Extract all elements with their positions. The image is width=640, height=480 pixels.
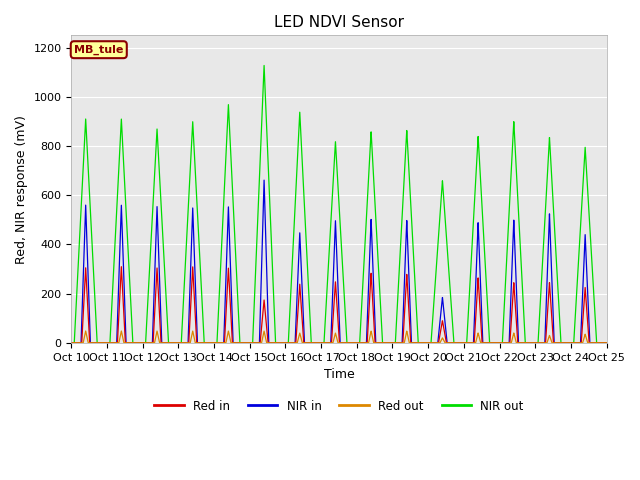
Legend: Red in, NIR in, Red out, NIR out: Red in, NIR in, Red out, NIR out <box>149 395 529 417</box>
NIR out <box>260 62 268 68</box>
NIR out <box>68 340 76 346</box>
Red out <box>182 340 190 346</box>
NIR in <box>413 340 420 346</box>
Line: NIR in: NIR in <box>72 180 607 343</box>
NIR out <box>489 340 497 346</box>
Red in <box>413 340 420 346</box>
NIR out <box>177 340 184 346</box>
NIR out <box>182 251 189 257</box>
Red in <box>118 264 125 270</box>
NIR in <box>182 340 189 346</box>
Red in <box>489 340 497 346</box>
Line: Red out: Red out <box>72 331 607 343</box>
Red in <box>182 340 190 346</box>
NIR in <box>260 177 268 183</box>
Red in <box>177 340 184 346</box>
Red in <box>68 340 76 346</box>
X-axis label: Time: Time <box>324 368 355 381</box>
Y-axis label: Red, NIR response (mV): Red, NIR response (mV) <box>15 115 28 264</box>
Red out <box>489 340 497 346</box>
NIR in <box>268 340 276 346</box>
Line: NIR out: NIR out <box>72 65 607 343</box>
NIR out <box>268 250 276 256</box>
NIR in <box>177 340 184 346</box>
Title: LED NDVI Sensor: LED NDVI Sensor <box>274 15 404 30</box>
Red in <box>601 340 609 346</box>
NIR out <box>603 340 611 346</box>
Red out <box>603 340 611 346</box>
Red in <box>268 340 276 346</box>
NIR in <box>489 340 497 346</box>
Line: Red in: Red in <box>72 267 607 343</box>
NIR out <box>601 340 609 346</box>
Red out <box>68 340 76 346</box>
NIR in <box>603 340 611 346</box>
NIR out <box>413 313 420 319</box>
Red out <box>413 340 420 346</box>
Red out <box>601 340 609 346</box>
Red out <box>82 328 90 334</box>
NIR in <box>68 340 76 346</box>
NIR in <box>601 340 609 346</box>
Red in <box>603 340 611 346</box>
Red out <box>268 340 276 346</box>
Text: MB_tule: MB_tule <box>74 45 124 55</box>
Red out <box>177 340 184 346</box>
